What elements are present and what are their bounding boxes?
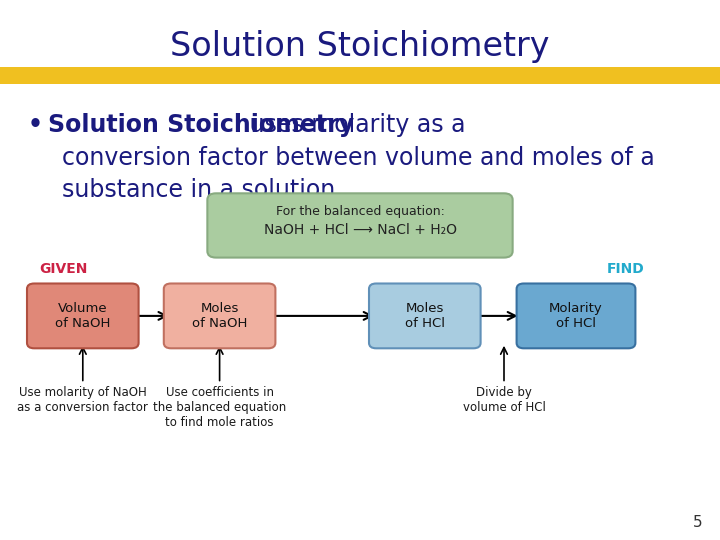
Text: Moles
of NaOH: Moles of NaOH <box>192 302 247 330</box>
Text: •: • <box>27 113 42 137</box>
Text: Use molarity of NaOH
as a conversion factor: Use molarity of NaOH as a conversion fac… <box>17 386 148 414</box>
Text: GIVEN: GIVEN <box>40 262 88 276</box>
Text: Molarity
of HCl: Molarity of HCl <box>549 302 603 330</box>
FancyBboxPatch shape <box>369 284 481 348</box>
FancyBboxPatch shape <box>517 284 636 348</box>
Text: FIND: FIND <box>607 262 644 276</box>
Text: NaOH + HCl ⟶ NaCl + H₂O: NaOH + HCl ⟶ NaCl + H₂O <box>264 222 456 237</box>
Text: conversion factor between volume and moles of a: conversion factor between volume and mol… <box>62 146 654 170</box>
FancyBboxPatch shape <box>207 193 513 258</box>
Text: Use coefficients in
the balanced equation
to find mole ratios: Use coefficients in the balanced equatio… <box>153 386 287 429</box>
Text: substance in a solution.: substance in a solution. <box>62 178 343 202</box>
Text: For the balanced equation:: For the balanced equation: <box>276 205 444 218</box>
FancyBboxPatch shape <box>27 284 138 348</box>
Text: Volume
of NaOH: Volume of NaOH <box>55 302 110 330</box>
Text: uses molarity as a: uses molarity as a <box>242 113 465 137</box>
Text: Moles
of HCl: Moles of HCl <box>405 302 445 330</box>
Text: Solution Stoichiometry: Solution Stoichiometry <box>170 30 550 63</box>
FancyBboxPatch shape <box>163 284 275 348</box>
Bar <box>0 68 720 84</box>
Text: Solution Stoichiometry: Solution Stoichiometry <box>48 113 354 137</box>
Text: 5: 5 <box>693 515 702 530</box>
Text: Divide by
volume of HCl: Divide by volume of HCl <box>462 386 546 414</box>
